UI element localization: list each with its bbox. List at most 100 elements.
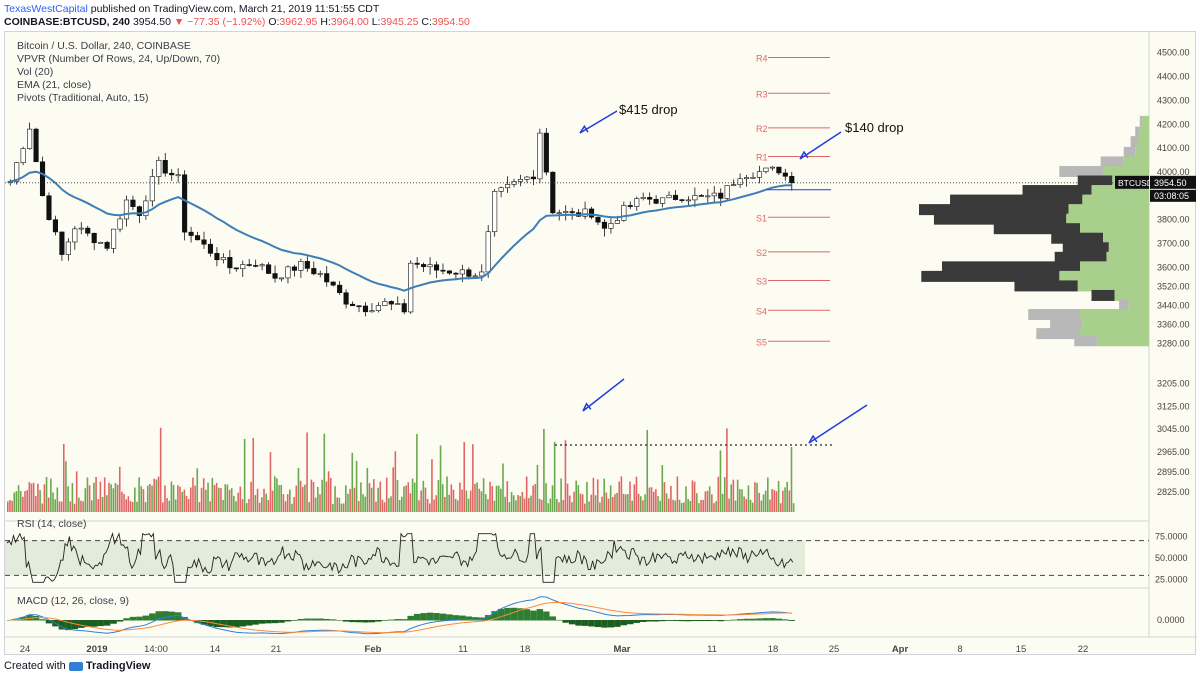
candle-body-69 [453, 272, 459, 275]
price-tick-3205.00: 3205.00 [1157, 378, 1190, 388]
macd-hist-115 [749, 618, 757, 621]
volume-bar-282 [614, 494, 616, 512]
volume-bar-310 [674, 500, 677, 512]
volume-bar-81 [181, 491, 183, 512]
vpvr-down-12 [1051, 232, 1103, 244]
macd-hist-64 [420, 613, 427, 621]
candle-body-4 [33, 128, 39, 163]
volume-bar-19 [47, 497, 50, 512]
volume-bar-37 [86, 477, 89, 512]
volume-bar-176 [385, 477, 388, 512]
candle-body-16 [111, 228, 117, 249]
macd-hist-3 [26, 614, 33, 621]
volume-bar-189 [413, 482, 416, 512]
candle-body-110 [718, 192, 724, 199]
volume-bar-332 [721, 493, 724, 512]
low-value: 3945.25 [380, 16, 419, 28]
time-tick-14: 15 [1016, 644, 1027, 655]
last-price: 3954.50 [132, 16, 171, 28]
volume-bar-62 [140, 486, 143, 512]
macd-hist-41 [271, 620, 279, 624]
volume-bar-312 [678, 499, 681, 512]
candle-body-17 [117, 218, 123, 230]
ema-line [5, 170, 1149, 292]
volume-bar-198 [433, 499, 435, 512]
volume-bar-192 [420, 490, 422, 512]
volume-bar-170 [373, 479, 375, 512]
volume-bar-48 [110, 484, 112, 512]
macd-hist-98 [639, 620, 647, 622]
volume-bar-290 [631, 500, 633, 512]
volume-bar-109 [241, 499, 244, 512]
vpvr-down-5 [1059, 165, 1103, 177]
candle-body-97 [634, 198, 640, 207]
candle-body-28 [188, 231, 194, 236]
vpvr-up-23 [1097, 335, 1149, 347]
candle-body-41 [272, 273, 278, 279]
volume-bar-151 [332, 503, 334, 512]
candle-body-5 [39, 161, 46, 197]
candle-body-1 [14, 162, 20, 182]
macd-hist-21 [142, 615, 150, 621]
volume-bar-314 [683, 502, 685, 512]
volume-bar-84 [187, 498, 190, 512]
volume-bar-252 [549, 498, 552, 512]
time-tick-6: 11 [458, 644, 468, 655]
published-text: published on TradingView.com, March 21, … [90, 3, 380, 15]
volume-bar-161 [353, 487, 356, 512]
volume-bar-220 [480, 491, 483, 512]
footer-created: Created with [4, 660, 66, 672]
volume-bar-168 [368, 483, 371, 512]
macd-hist-79 [517, 608, 524, 621]
volume-bar-299 [650, 487, 653, 512]
volume-bar-348 [756, 482, 758, 512]
volume-bar-326 [708, 486, 711, 512]
macd-hist-104 [678, 620, 686, 622]
candle-body-89 [582, 208, 588, 217]
candle-body-42 [278, 277, 285, 280]
volume-bar-73 [164, 485, 166, 512]
macd-tick-0.0000: 0.0000 [1157, 615, 1185, 625]
time-tick-2: 14:00 [144, 644, 168, 655]
macd-hist-102 [665, 620, 673, 621]
candle-body-107 [698, 195, 704, 197]
vpvr-down-1 [1135, 126, 1140, 138]
footer-brand[interactable]: TradingView [85, 660, 151, 672]
price-tick-4300.00: 4300.00 [1157, 95, 1190, 105]
macd-hist-37 [245, 620, 253, 626]
volume-bar-54 [123, 493, 125, 512]
volume-bar-183 [401, 496, 403, 512]
macd-hist-121 [788, 620, 795, 621]
volume-bar-15 [39, 490, 41, 512]
volume-bar-93 [207, 482, 209, 512]
macd-hist-63 [413, 613, 421, 621]
macd-hist-65 [426, 612, 434, 621]
legend-vpvr: VPVR (Number Of Rows, 24, Up/Down, 70) [17, 53, 221, 65]
candle-body-77 [505, 184, 511, 189]
macd-hist-20 [136, 616, 143, 621]
annotation-140-drop: $140 drop [845, 120, 904, 135]
volume-bar-246 [536, 464, 539, 512]
macd-hist-38 [252, 620, 259, 625]
volume-bar-169 [370, 487, 373, 512]
price-tick-3125.00: 3125.00 [1157, 401, 1190, 411]
volume-bar-0 [7, 501, 9, 512]
candle-body-80 [524, 176, 530, 180]
volume-bar-83 [185, 495, 188, 512]
vpvr-up-1 [1139, 126, 1149, 138]
volume-bar-231 [504, 496, 506, 512]
volume-bar-132 [291, 503, 293, 512]
volume-bar-114 [252, 437, 255, 512]
chart-frame[interactable]: R4 R3 R2 R1 S1 S2 S3 S4 S5 $415 drop $140 drop 45… [4, 31, 1197, 656]
close-label: C: [421, 16, 432, 28]
volume-bar-27 [65, 461, 67, 512]
chart-canvas[interactable]: R4 R3 R2 R1 S1 S2 S3 S4 S5 $415 drop $140 drop 45… [5, 32, 1197, 656]
volume-bar-294 [639, 496, 642, 512]
volume-bar-272 [592, 477, 595, 512]
candle-body-40 [266, 264, 272, 274]
author-link[interactable]: TexasWestCapital [4, 3, 88, 15]
volume-bar-245 [534, 483, 537, 512]
vpvr-down-14 [1054, 251, 1107, 263]
price-tick-3045.00: 3045.00 [1157, 424, 1190, 434]
candle-body-14 [98, 242, 104, 244]
